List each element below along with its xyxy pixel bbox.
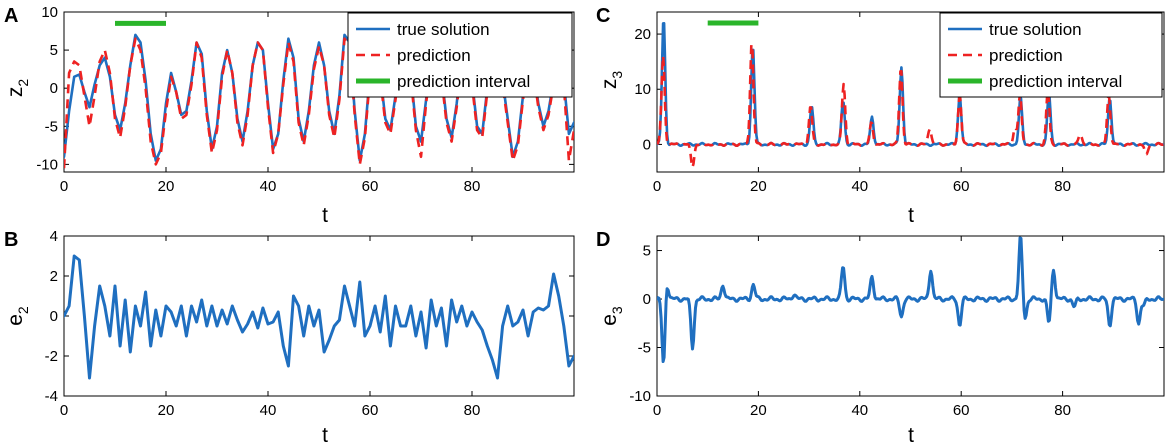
plot-frame-a [63, 11, 575, 173]
y-axis-label-a-sub: 2 [15, 79, 31, 87]
y-tick-label-a: -5 [45, 118, 58, 135]
plot-frame-c [656, 11, 1165, 173]
x-axis-label-d: t [908, 424, 914, 447]
series-true-line-b [64, 254, 574, 380]
y-tick-label-a: 5 [50, 42, 58, 59]
y-axis-label-b-base: e [4, 314, 27, 326]
y-axis-label-c: z3 [598, 71, 625, 90]
x-tick-label-d: 80 [1054, 402, 1071, 419]
legend-entry-label-c: prediction interval [989, 72, 1122, 91]
y-tick-label-c: 20 [634, 26, 651, 43]
y-tick-label-b: -4 [45, 388, 58, 405]
panel-a: A t z2 0 20 40 60 80 -10 -5 0 5 10 true solution pr… [4, 4, 575, 227]
x-tick-label-c: 0 [653, 178, 661, 195]
x-tick-label-c: 20 [750, 178, 767, 195]
legend-entry-label-c: true solution [989, 20, 1082, 39]
x-tick-label-a: 20 [158, 178, 175, 195]
y-axis-label-d-base: e [598, 314, 621, 326]
y-tick-label-c: 0 [643, 136, 651, 153]
y-tick-label-d: -5 [638, 340, 651, 357]
y-tick-label-d: 0 [643, 291, 651, 308]
y-tick-label-b: 2 [50, 268, 58, 285]
panel-label-c: C [596, 5, 610, 27]
y-tick-label-d: -10 [629, 388, 651, 405]
x-tick-label-c: 40 [851, 178, 868, 195]
svg-text:z2: z2 [4, 79, 31, 98]
y-tick-label-a: -10 [36, 156, 58, 173]
series-pred-line-c [657, 43, 1164, 169]
legend-a: true solution prediction prediction interv… [347, 12, 573, 98]
panel-label-d: D [596, 229, 610, 251]
legend-entry-label-a: true solution [397, 20, 490, 39]
y-tick-label-b: 0 [50, 308, 58, 325]
legend-entry-label-c: prediction [989, 46, 1063, 65]
series-pred-line-a [64, 37, 574, 169]
y-axis-label-a-base: z [4, 87, 27, 98]
legend-entry-label-a: prediction interval [397, 72, 530, 91]
y-axis-label-a: z2 [4, 79, 31, 98]
legend-c: true solution prediction prediction interv… [939, 12, 1163, 98]
y-tick-label-a: 10 [41, 4, 58, 21]
y-tick-label-d: 5 [643, 243, 651, 260]
x-tick-label-c: 60 [953, 178, 970, 195]
y-axis-label-b-sub: 2 [15, 306, 31, 314]
y-axis-label-c-base: z [598, 79, 621, 90]
y-tick-label-b: 4 [50, 228, 58, 245]
x-tick-label-c: 80 [1054, 178, 1071, 195]
x-tick-label-d: 0 [653, 402, 661, 419]
x-axis-label-c: t [908, 204, 914, 227]
x-axis-label-a: t [322, 204, 328, 227]
y-axis-label-c-sub: 3 [609, 71, 625, 79]
y-axis-label-b: e2 [4, 306, 31, 326]
x-tick-label-b: 0 [60, 402, 68, 419]
panel-label-a: A [4, 5, 18, 27]
y-tick-label-c: 10 [634, 81, 651, 98]
svg-text:e2: e2 [4, 306, 31, 326]
plot-frame-d [656, 235, 1165, 397]
x-tick-label-b: 60 [362, 402, 379, 419]
panel-c: C t z3 0 20 40 60 80 0 10 20 true solution predic… [596, 5, 1165, 227]
y-axis-label-d: e3 [598, 306, 625, 326]
y-axis-label-d-sub: 3 [609, 306, 625, 314]
x-tick-label-b: 20 [158, 402, 175, 419]
x-tick-label-d: 20 [750, 402, 767, 419]
x-tick-label-d: 60 [953, 402, 970, 419]
legend-entry-label-a: prediction [397, 46, 471, 65]
series-true-line-d [657, 236, 1164, 363]
y-tick-label-b: -2 [45, 348, 58, 365]
x-tick-label-a: 60 [362, 178, 379, 195]
x-tick-label-a: 80 [464, 178, 481, 195]
x-tick-label-b: 40 [260, 402, 277, 419]
x-tick-label-d: 40 [851, 402, 868, 419]
x-tick-label-a: 40 [260, 178, 277, 195]
svg-text:z3: z3 [598, 71, 625, 90]
x-tick-label-b: 80 [464, 402, 481, 419]
x-axis-label-b: t [322, 424, 328, 447]
panel-d: D t e3 0 20 40 60 80 -10 -5 0 5 [596, 229, 1165, 447]
panel-label-b: B [4, 229, 18, 251]
svg-text:e3: e3 [598, 306, 625, 326]
x-tick-label-a: 0 [60, 178, 68, 195]
y-tick-label-a: 0 [50, 80, 58, 97]
